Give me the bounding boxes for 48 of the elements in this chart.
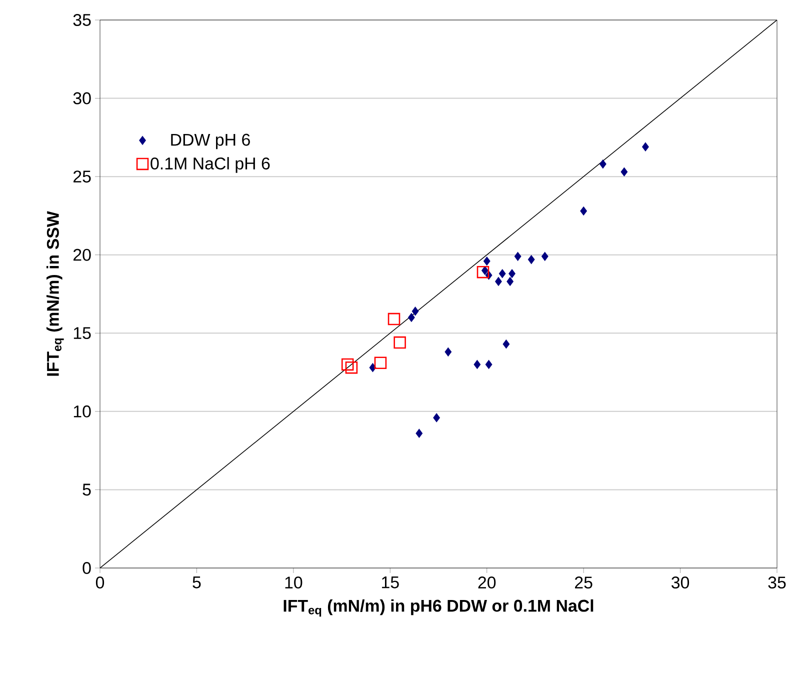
point (620, 168, 628, 176)
x-tick-label: 0 (96, 576, 104, 589)
point (394, 336, 406, 349)
point (341, 358, 354, 371)
point (485, 360, 492, 369)
point (444, 348, 452, 356)
point (498, 269, 506, 278)
x-tick-label: 30 (672, 576, 690, 589)
point (369, 363, 376, 372)
y-tick-label: 30 (73, 92, 91, 104)
point (416, 429, 422, 438)
x-axis-title: IFT$_{eq}$ (mN/m) in pH6 DDW or 0.1M NaCl (284, 599, 594, 617)
y-axis-title: IFT$_{eq}$ (mN/m) in SSW (46, 211, 64, 376)
legend-label: DDW pH 6 (171, 134, 250, 150)
point (502, 340, 510, 348)
y-tick-label: 20 (74, 248, 91, 261)
point (476, 266, 490, 278)
x-tick-label: 25 (575, 576, 592, 589)
point (374, 356, 387, 370)
point (412, 306, 419, 316)
point (484, 256, 490, 266)
y-tick-label: 25 (74, 170, 91, 183)
x-tick-label: 15 (382, 576, 399, 588)
x-tick-label: 5 (192, 576, 201, 588)
x-tick-label: 10 (285, 576, 302, 589)
point (508, 269, 516, 278)
point (433, 413, 440, 422)
point (474, 360, 481, 369)
point (482, 266, 488, 275)
y-tick-label: 10 (74, 405, 91, 418)
y-tick-label: 35 (73, 14, 91, 26)
point (580, 206, 587, 216)
point (506, 277, 514, 286)
point (408, 313, 415, 322)
point (642, 142, 649, 152)
point (388, 312, 400, 326)
y-tick-label: 15 (74, 327, 91, 340)
x-tick-label: 35 (768, 576, 786, 589)
legend-label: 0.1M NaCl pH 6 (150, 157, 270, 173)
y-tick-label: 0 (82, 562, 91, 574)
x-tick-label: 20 (478, 576, 496, 589)
point (514, 252, 522, 261)
point (542, 252, 548, 261)
point (528, 255, 535, 264)
y-tick-label: 5 (82, 484, 91, 496)
point (495, 277, 502, 286)
point (600, 160, 606, 168)
point (345, 361, 358, 374)
